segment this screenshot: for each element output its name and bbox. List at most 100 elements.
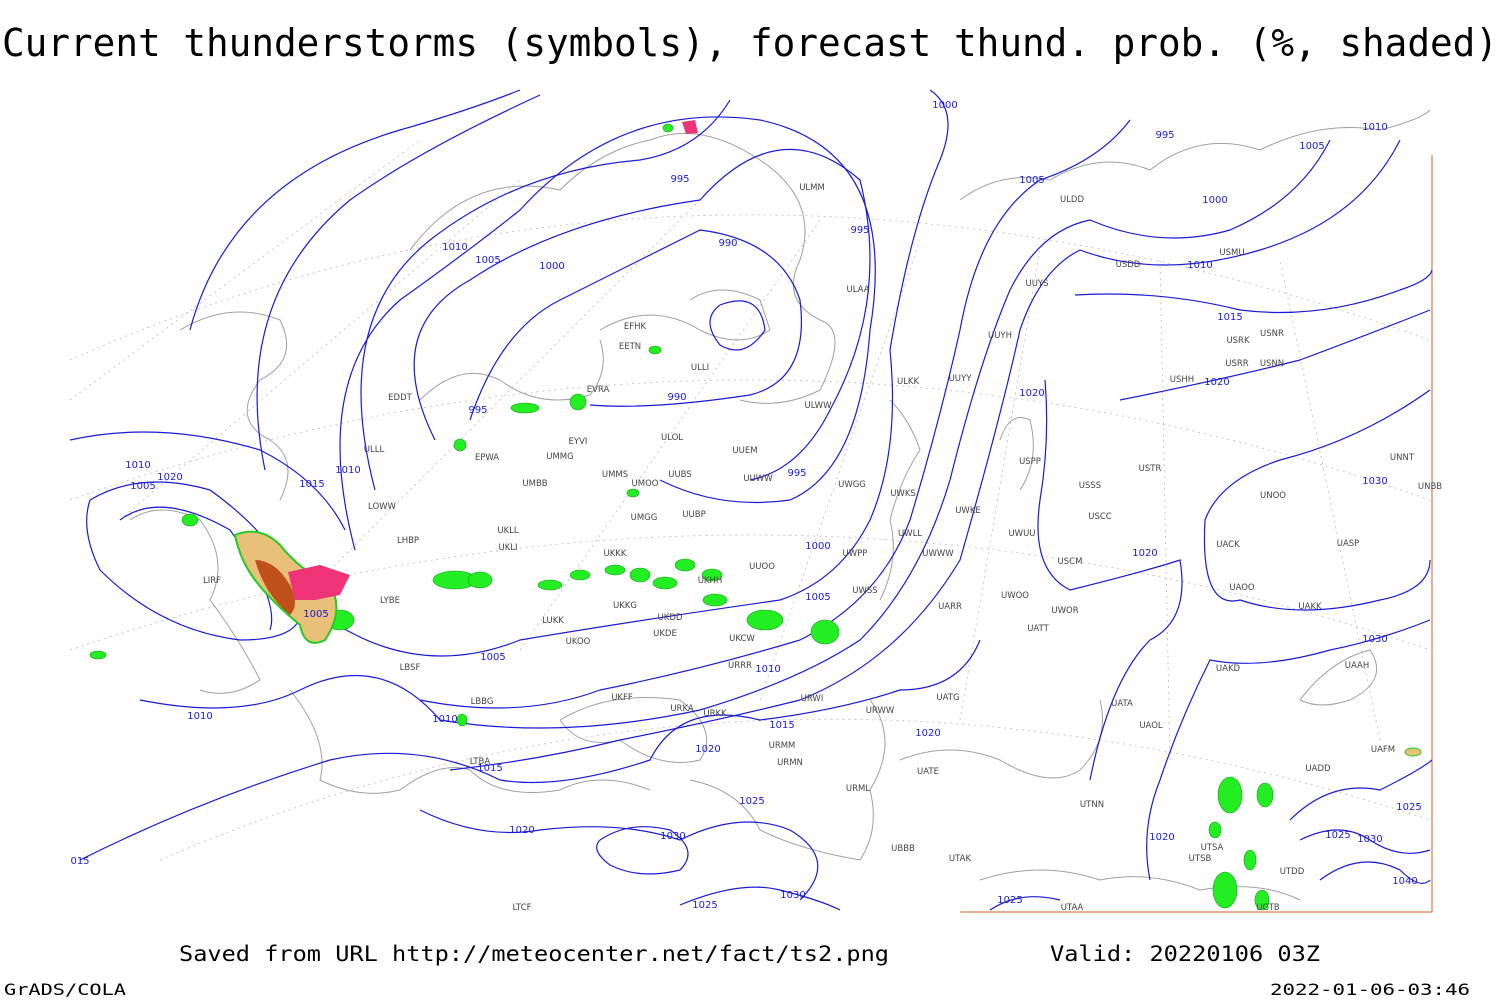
station-label: UATA bbox=[1111, 699, 1133, 709]
station-label: UTSA bbox=[1201, 843, 1224, 853]
isobar-label: 1010 bbox=[442, 242, 467, 253]
station-label: UTAK bbox=[949, 854, 972, 864]
thunderstorm-probability bbox=[89, 120, 1422, 911]
station-label: UATE bbox=[917, 767, 939, 777]
valid-time: Valid: 20220106 03Z bbox=[1050, 942, 1320, 966]
isobar-label: 1030 bbox=[660, 831, 685, 842]
station-label: LBSF bbox=[400, 663, 421, 673]
station-label: UKCW bbox=[729, 634, 755, 644]
station-label: UARR bbox=[938, 602, 962, 612]
station-label: USCC bbox=[1088, 512, 1112, 522]
isobar-label: 1000 bbox=[539, 261, 564, 272]
station-label: UNBB bbox=[1418, 482, 1442, 492]
station-label: USMU bbox=[1219, 248, 1244, 258]
isobar-label: 995 bbox=[787, 468, 806, 479]
timestamp: 2022-01-06-03:46 bbox=[1270, 980, 1470, 999]
isobar-label: 1005 bbox=[303, 609, 328, 620]
map-frame bbox=[68, 88, 1433, 913]
station-label: UWPP bbox=[843, 549, 868, 559]
station-label: UUYS bbox=[1025, 279, 1048, 289]
isobar-label: 1020 bbox=[915, 728, 940, 739]
isobar-label: 1015 bbox=[477, 763, 502, 774]
station-label: URRR bbox=[728, 661, 752, 671]
station-label: UUWW bbox=[743, 474, 773, 484]
station-label: USRR bbox=[1225, 359, 1249, 369]
isobar-label: 1015 bbox=[299, 479, 324, 490]
station-label: UUYH bbox=[988, 331, 1012, 341]
isobar-label: 1020 bbox=[1132, 548, 1157, 559]
station-label: ULOL bbox=[661, 433, 683, 443]
isobars bbox=[69, 89, 1433, 911]
station-label: LIRF bbox=[203, 576, 221, 586]
station-label: USSS bbox=[1079, 481, 1101, 491]
station-label: UMOO bbox=[632, 479, 659, 489]
isobar-label: 1000 bbox=[932, 100, 957, 111]
isobar-label: 1005 bbox=[805, 592, 830, 603]
station-label: UWUU bbox=[1008, 529, 1035, 539]
station-label: UUYY bbox=[949, 374, 973, 384]
isobar-label: 1015 bbox=[1217, 312, 1242, 323]
station-label: UKFF bbox=[611, 693, 633, 703]
station-label: UATG bbox=[936, 693, 959, 703]
station-label: ULMM bbox=[799, 183, 825, 193]
isobar-label: 1005 bbox=[130, 481, 155, 492]
isobar-label: 1040 bbox=[1392, 876, 1417, 887]
station-label: EETN bbox=[619, 342, 641, 352]
station-label: UAKK bbox=[1298, 602, 1322, 612]
station-label: UNNT bbox=[1390, 453, 1415, 463]
station-label: UTAA bbox=[1061, 903, 1084, 913]
station-label: UGTB bbox=[1256, 903, 1280, 913]
station-label: USDD bbox=[1116, 260, 1141, 270]
isobar-label: 1020 bbox=[1204, 377, 1229, 388]
station-label: LTCF bbox=[512, 903, 531, 913]
isobar-label: 1025 bbox=[1396, 802, 1421, 813]
isobar-label: 1020 bbox=[157, 472, 182, 483]
station-label: UUBP bbox=[682, 510, 705, 520]
station-label: EYVI bbox=[569, 437, 588, 447]
station-label: ULKK bbox=[897, 377, 920, 387]
isobar-label: 1005 bbox=[1299, 141, 1324, 152]
isobar-label: 990 bbox=[667, 392, 686, 403]
station-label: EPWA bbox=[475, 453, 499, 463]
isobar-label: 1020 bbox=[1149, 832, 1174, 843]
isobar-label: 1010 bbox=[187, 711, 212, 722]
station-label: URMN bbox=[777, 758, 803, 768]
station-label: UBBB bbox=[891, 844, 915, 854]
isobar-label: 995 bbox=[1155, 130, 1174, 141]
source-url: Saved from URL http://meteocenter.net/fa… bbox=[179, 942, 889, 966]
station-label: UWWW bbox=[922, 549, 954, 559]
isobar-label: 015 bbox=[70, 856, 89, 867]
station-label: URWI bbox=[801, 694, 824, 704]
station-label: UNOO bbox=[1260, 491, 1286, 501]
station-label: LOWW bbox=[368, 502, 397, 512]
station-label: UAOO bbox=[1229, 583, 1255, 593]
station-label: USCM bbox=[1058, 557, 1083, 567]
isobar-label: 1025 bbox=[997, 895, 1022, 906]
station-label: EFHK bbox=[624, 322, 647, 332]
isobar-label: 1025 bbox=[739, 796, 764, 807]
station-label: URWW bbox=[866, 706, 895, 716]
station-label: UTSB bbox=[1189, 854, 1212, 864]
station-label: URML bbox=[846, 784, 870, 794]
station-label: UAAH bbox=[1345, 661, 1369, 671]
station-label: ULLL bbox=[364, 445, 385, 455]
station-label: UUBS bbox=[668, 470, 692, 480]
isobar-label: 1005 bbox=[480, 652, 505, 663]
station-label: UADD bbox=[1305, 764, 1331, 774]
isobar-label: 1030 bbox=[780, 890, 805, 901]
station-label: UWSS bbox=[852, 586, 877, 596]
isobar-label: 1030 bbox=[1362, 476, 1387, 487]
isobar-label: 995 bbox=[670, 174, 689, 185]
isobar-label: 1005 bbox=[1019, 175, 1044, 186]
station-label: UAOL bbox=[1139, 721, 1163, 731]
isobar-label: 1010 bbox=[755, 664, 780, 675]
isobar-label: 1020 bbox=[1019, 388, 1044, 399]
station-label: LUKK bbox=[542, 616, 564, 626]
isobar-label: 1020 bbox=[695, 744, 720, 755]
station-label: LBBG bbox=[471, 697, 494, 707]
station-label: UWKE bbox=[955, 506, 981, 516]
isobar-label: 1015 bbox=[769, 720, 794, 731]
station-label: ULDD bbox=[1060, 195, 1085, 205]
isobar-label: 1010 bbox=[1187, 260, 1212, 271]
